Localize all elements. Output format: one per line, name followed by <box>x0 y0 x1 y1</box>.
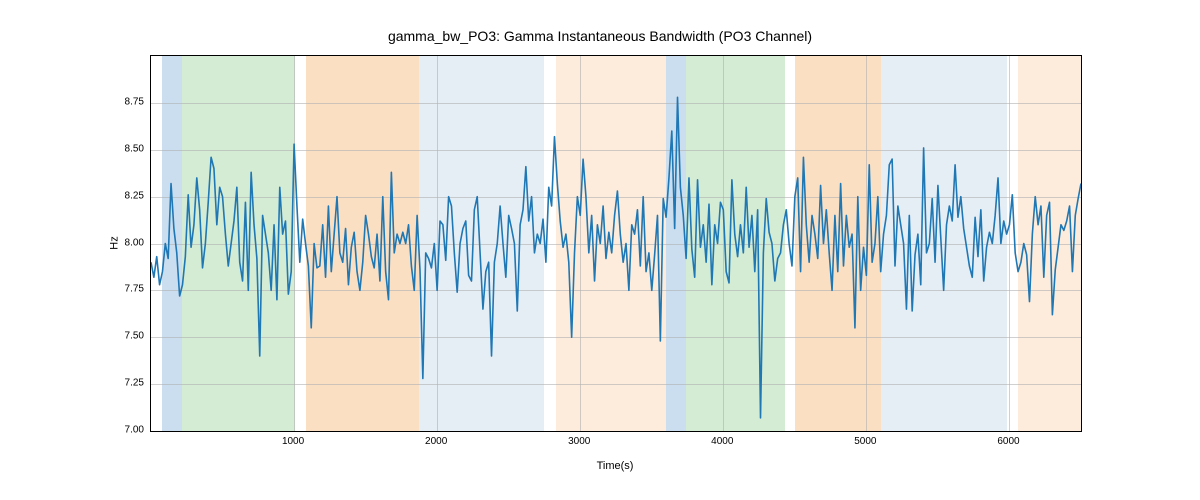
y-tick-label: 8.75 <box>104 96 144 107</box>
y-tick-label: 8.50 <box>104 143 144 154</box>
x-axis-label: Time(s) <box>150 460 1080 472</box>
x-tick-label: 5000 <box>854 436 876 447</box>
y-tick-label: 7.00 <box>104 425 144 436</box>
chart-title: gamma_bw_PO3: Gamma Instantaneous Bandwi… <box>0 28 1200 44</box>
y-tick-label: 7.75 <box>104 284 144 295</box>
y-tick-label: 8.25 <box>104 190 144 201</box>
line-series <box>151 56 1081 431</box>
plot-area <box>150 55 1082 432</box>
x-tick-label: 6000 <box>997 436 1019 447</box>
figure: gamma_bw_PO3: Gamma Instantaneous Bandwi… <box>0 0 1200 500</box>
y-tick-label: 7.25 <box>104 378 144 389</box>
x-tick-label: 4000 <box>711 436 733 447</box>
series-line <box>151 97 1081 418</box>
y-tick-label: 7.50 <box>104 331 144 342</box>
y-tick-label: 8.00 <box>104 237 144 248</box>
x-tick-label: 2000 <box>425 436 447 447</box>
x-tick-label: 1000 <box>282 436 304 447</box>
x-tick-label: 3000 <box>568 436 590 447</box>
grid-line-horizontal <box>151 431 1081 432</box>
